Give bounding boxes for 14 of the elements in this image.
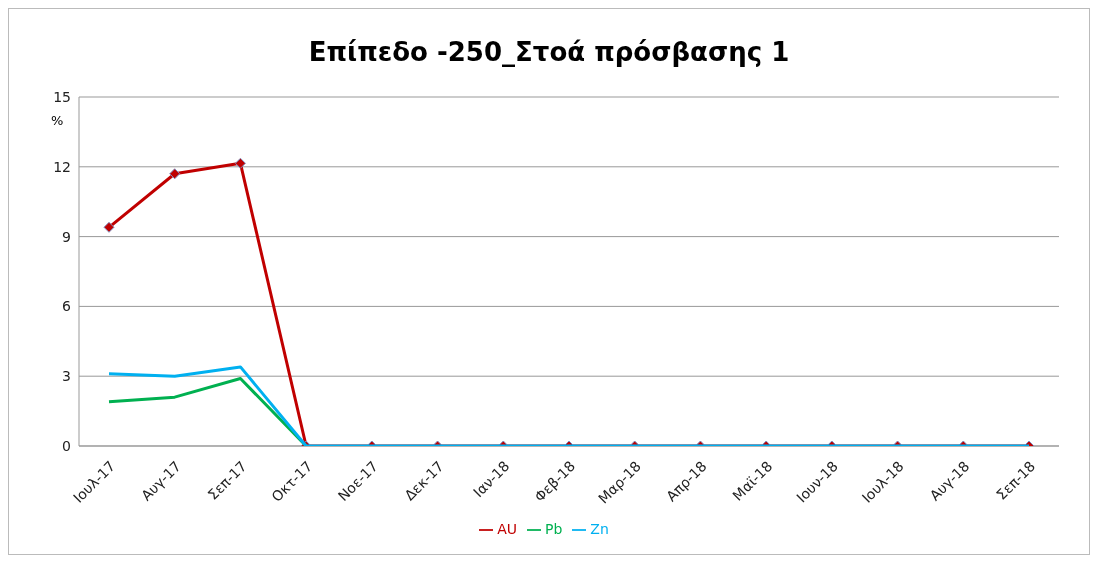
legend-label: Zn bbox=[590, 521, 609, 537]
y-tick-label: 15 bbox=[53, 88, 71, 105]
y-tick-label: 9 bbox=[62, 228, 71, 245]
y-tick-label: 6 bbox=[62, 298, 72, 315]
point bbox=[103, 221, 115, 233]
y-tick-label: 0 bbox=[62, 437, 71, 454]
legend-label: Pb bbox=[545, 521, 563, 537]
point bbox=[169, 168, 181, 180]
legend-label: AU bbox=[497, 521, 517, 537]
y-tick-label: 12 bbox=[53, 158, 71, 175]
point bbox=[234, 157, 246, 169]
chart-title: Επίπεδο -250_Στοά πρόσβασης 1 bbox=[307, 37, 791, 69]
y-tick-label: 3 bbox=[62, 368, 71, 385]
y-axis-title: % bbox=[51, 113, 64, 128]
